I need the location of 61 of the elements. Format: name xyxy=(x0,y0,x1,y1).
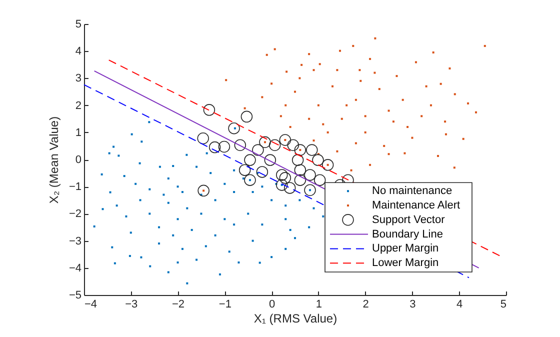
point xyxy=(304,169,316,181)
point xyxy=(198,184,210,197)
point xyxy=(252,144,264,156)
legend-label: Upper Margin xyxy=(372,242,439,255)
point xyxy=(244,174,256,186)
point xyxy=(203,104,216,116)
x-tick-label: 1 xyxy=(316,298,322,310)
point xyxy=(276,169,288,181)
legend-label: Maintenance Alert xyxy=(372,200,460,212)
point xyxy=(279,172,292,184)
x-tick-label: 4 xyxy=(456,298,463,310)
point xyxy=(314,174,326,186)
point xyxy=(322,159,334,171)
x-tick-label: −4 xyxy=(84,298,98,310)
y-tick-label: −1 xyxy=(68,181,82,194)
y-axis-title: X₂ (Mean Value) xyxy=(46,116,61,204)
point xyxy=(276,179,288,191)
point xyxy=(294,144,306,156)
point xyxy=(312,154,324,166)
legend-label: Boundary Line xyxy=(372,228,443,240)
y-tick-label: −5 xyxy=(68,290,82,302)
y-tick-label: 4 xyxy=(75,46,82,58)
point xyxy=(256,166,268,178)
point xyxy=(304,184,316,196)
y-tick-label: 3 xyxy=(75,72,82,85)
point xyxy=(197,132,209,144)
x-tick-label: 3 xyxy=(410,298,416,310)
point xyxy=(306,144,318,156)
point xyxy=(228,122,240,134)
point xyxy=(264,154,276,166)
legend-label: Support Vector xyxy=(372,214,446,226)
y-tick-label: −4 xyxy=(68,262,82,274)
x-tick-label: 0 xyxy=(268,298,276,310)
y-tick-label: −2 xyxy=(68,208,82,220)
y-tick-label: 0 xyxy=(75,154,82,166)
point xyxy=(240,110,253,123)
point xyxy=(294,164,306,176)
point xyxy=(279,134,292,146)
point xyxy=(268,139,281,152)
point xyxy=(284,182,296,194)
point xyxy=(238,164,251,176)
legend-label: No maintenance xyxy=(372,185,452,198)
point xyxy=(292,154,304,166)
y-tick-label: 1 xyxy=(75,126,82,139)
point xyxy=(294,174,306,186)
point xyxy=(208,141,221,154)
y-tick-label: −3 xyxy=(68,235,82,248)
x-tick-label: −1 xyxy=(218,298,232,310)
point xyxy=(234,139,246,152)
point xyxy=(259,136,271,148)
legend-label: Lower Margin xyxy=(372,257,439,270)
x-tick-label: 5 xyxy=(500,298,506,310)
x-tick-label: −2 xyxy=(172,298,185,310)
x-tick-label: −3 xyxy=(125,298,138,310)
x-tick-label: 2 xyxy=(362,298,369,310)
point xyxy=(218,140,230,153)
y-tick-label: 2 xyxy=(75,100,82,112)
point xyxy=(244,154,256,166)
point xyxy=(287,139,299,152)
x-axis-title: X₁ (RMS Value) xyxy=(254,312,338,326)
y-tick-label: 5 xyxy=(75,18,82,30)
